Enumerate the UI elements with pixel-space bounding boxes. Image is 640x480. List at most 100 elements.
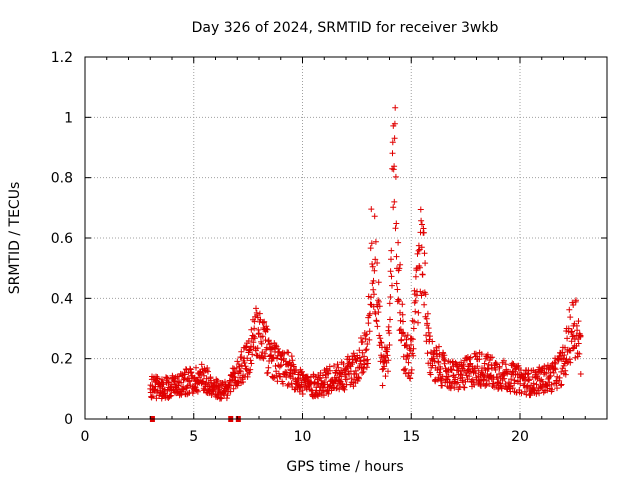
data-point [270,354,277,361]
data-point [552,366,559,373]
data-point [341,386,348,393]
data-point [375,298,382,305]
data-point [153,395,160,402]
data-point [411,318,418,325]
data-point [289,357,296,364]
data-point [524,371,531,378]
data-point [567,359,574,366]
data-point [533,390,540,397]
data-point [394,286,401,293]
data-point [369,261,376,267]
data-point [496,363,503,370]
data-point [359,338,366,345]
data-point [254,312,260,318]
data-point [277,373,284,380]
data-point [459,374,466,381]
data-point [399,311,406,318]
data-point [408,341,414,348]
data-point [338,373,345,380]
data-point [409,336,416,343]
data-point [396,297,402,304]
data-point [371,213,378,220]
data-point [417,206,424,213]
x-tick-label: 10 [294,429,312,445]
data-point [388,256,394,263]
data-point [521,388,528,395]
data-point [320,392,327,399]
data-point [422,260,429,267]
data-point [558,381,565,388]
data-point [393,220,400,227]
data-point [416,264,423,271]
data-point [518,390,525,397]
data-point [356,375,362,382]
data-point [433,344,440,351]
data-point [565,325,572,332]
data-point [343,371,349,378]
data-point [369,263,376,270]
data-point [412,297,419,304]
data-point [361,353,368,360]
data-point [154,375,161,382]
data-point [385,368,391,375]
data-point [336,370,343,377]
data-point [521,374,528,381]
data-point [389,282,395,289]
data-point [556,374,563,381]
data-point [247,346,254,353]
data-point [391,198,398,205]
data-point [557,382,564,389]
data-point [418,217,425,224]
data-point [509,369,516,376]
data-point [221,391,228,398]
data-point [233,364,240,371]
data-point [577,332,584,339]
y-tick-label: 0 [64,412,73,428]
data-point [370,277,377,284]
data-point [263,325,270,332]
y-tick-label: 0.8 [51,171,73,187]
data-point [421,250,428,257]
data-point [230,385,237,392]
data-point [249,351,256,358]
data-point [410,325,417,332]
data-point [401,333,408,340]
data-point [472,370,479,377]
data-point [284,382,291,389]
data-point [237,368,244,375]
data-point [427,371,434,378]
data-point [382,373,389,380]
data-point [485,366,492,372]
data-point [372,238,379,245]
data-point [487,372,494,379]
data-point [366,336,373,343]
data-point [246,369,253,376]
data-point [421,301,428,308]
data-point [392,104,399,111]
axis-ticks: 0 5 10 15 20 0 0.2 0.4 0.6 0.8 1 1.2 [51,50,608,445]
data-point [275,345,281,352]
data-point [390,204,397,211]
data-point [567,314,574,321]
data-point [452,376,459,383]
data-point [253,305,259,312]
data-point [435,359,442,366]
data-point [386,300,393,307]
data-point [564,335,571,342]
data-point [388,247,395,254]
data-point [180,386,187,393]
data-point [404,332,411,339]
data-point [415,319,421,326]
data-point [398,336,405,343]
data-point [247,366,254,373]
data-point [359,369,366,376]
data-point [403,336,410,343]
data-point [386,342,393,348]
data-point [323,374,330,381]
data-point [280,380,286,387]
data-point [259,333,266,340]
data-point [258,340,265,347]
data-point [439,382,446,389]
data-point [367,245,374,252]
data-point [455,367,461,374]
